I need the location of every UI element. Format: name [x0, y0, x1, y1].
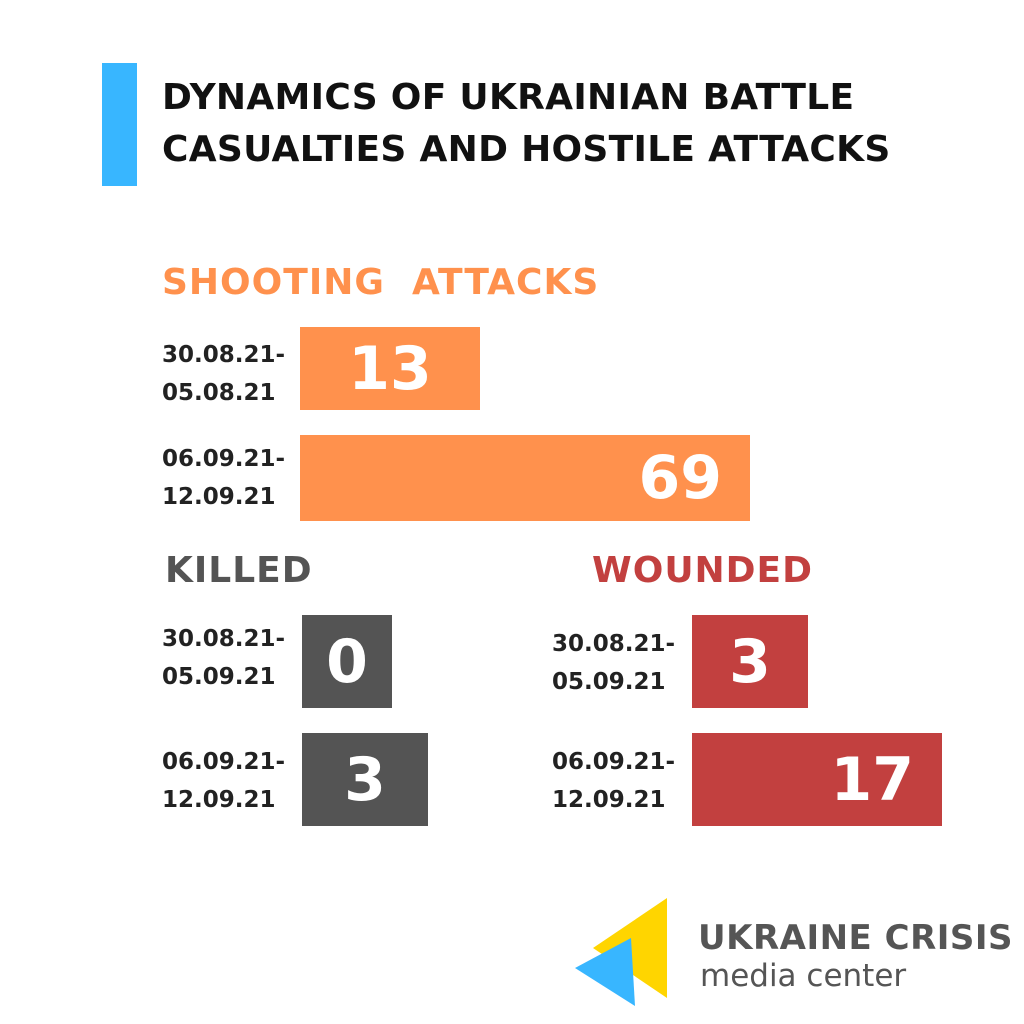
title-line-2: CASUALTIES AND HOSTILE ATTACKS [162, 129, 891, 170]
attacks-row-label-2-line-1: 06.09.21- [162, 446, 286, 472]
attacks-row-label-1-line-1: 30.08.21- [162, 342, 286, 368]
wounded-row-label-2: 06.09.21- 12.09.21 [552, 743, 675, 819]
wounded-row-label-1: 30.08.21- 05.09.21 [552, 625, 675, 701]
killed-row-label-1-line-2: 05.09.21 [162, 664, 276, 690]
killed-row-label-2-line-2: 12.09.21 [162, 787, 276, 813]
wounded-row-label-1-line-1: 30.08.21- [552, 631, 676, 657]
attacks-row-label-2-line-2: 12.09.21 [162, 484, 276, 510]
logo-blue-shape [575, 938, 635, 1006]
wounded-row-label-2-line-2: 12.09.21 [552, 787, 666, 813]
logo-text-media-center: media center [700, 958, 907, 994]
wounded-bar-1: 3 [692, 615, 808, 708]
killed-bar-1-value: 0 [326, 626, 368, 697]
logo-text-ukraine-crisis: UKRAINE CRISIS [698, 918, 1014, 958]
attacks-row-label-2: 06.09.21- 12.09.21 [162, 440, 285, 516]
killed-bar-2: 3 [302, 733, 428, 826]
attacks-bar-1-value: 13 [348, 333, 432, 404]
ukraine-crisis-media-center-logo-icon [575, 898, 667, 1006]
attacks-row-label-1: 30.08.21- 05.08.21 [162, 336, 285, 412]
section-title-wounded: WOUNDED [592, 550, 814, 591]
section-title-shooting-attacks: SHOOTING ATTACKS [162, 262, 600, 303]
accent-bar [102, 63, 137, 186]
attacks-row-label-1-line-2: 05.08.21 [162, 380, 276, 406]
wounded-bar-2: 17 [692, 733, 942, 826]
title-line-1: DYNAMICS OF UKRAINIAN BATTLE [162, 77, 855, 118]
wounded-bar-2-value: 17 [830, 744, 915, 815]
killed-row-label-2: 06.09.21- 12.09.21 [162, 743, 285, 819]
attacks-bar-2: 69 [300, 435, 750, 521]
wounded-row-label-2-line-1: 06.09.21- [552, 749, 676, 775]
killed-bar-1: 0 [302, 615, 392, 708]
killed-row-label-1-line-1: 30.08.21- [162, 626, 286, 652]
attacks-bar-1: 13 [300, 327, 480, 410]
wounded-bar-1-value: 3 [729, 626, 771, 697]
killed-bar-2-value: 3 [344, 744, 386, 815]
section-title-killed: KILLED [165, 550, 313, 591]
killed-row-label-1: 30.08.21- 05.09.21 [162, 620, 285, 696]
chart-title: DYNAMICS OF UKRAINIAN BATTLE CASUALTIES … [162, 72, 1002, 176]
wounded-row-label-1-line-2: 05.09.21 [552, 669, 666, 695]
attacks-bar-2-value: 69 [638, 443, 723, 513]
killed-row-label-2-line-1: 06.09.21- [162, 749, 286, 775]
